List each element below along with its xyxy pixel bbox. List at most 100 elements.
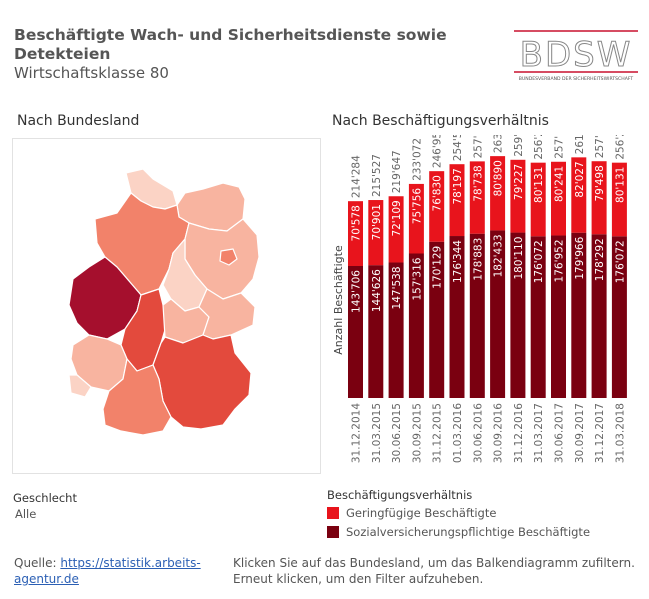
data-label-total: 257'193 (554, 135, 566, 159)
bar-geringfuegig[interactable] (348, 201, 363, 267)
x-tick-label: 31.03.2017 (533, 403, 545, 463)
data-label-total: 256'203 (614, 135, 626, 160)
x-tick-label: 30.06.2017 (554, 403, 566, 463)
bar-geringfuegig[interactable] (490, 156, 506, 231)
bar-sozialversicherungspflichtig[interactable] (591, 234, 607, 398)
y-axis-label: Anzahl Beschäftigte (332, 245, 345, 355)
legend-swatch-geringfuegig (327, 507, 339, 519)
data-label-sozialversicherungspflichtig: 176'344 (452, 240, 464, 283)
logo-tagline: BUNDESVERBAND DER SICHERHEITSWIRTSCHAFT (519, 76, 634, 82)
data-label-geringfuegig: 80'131 (533, 167, 545, 203)
legend-label: Sozialversicherungspflichtige Beschäftig… (346, 525, 591, 539)
data-label-total: 259'337 (513, 135, 525, 157)
page-title: Beschäftigte Wach- und Sicherheitsdienst… (14, 26, 447, 63)
x-tick-label: 30.06.2016 (472, 403, 484, 463)
bar-geringfuegig[interactable] (449, 164, 465, 237)
bar-geringfuegig[interactable] (510, 159, 526, 233)
data-label-sozialversicherungspflichtig: 147'538 (391, 266, 403, 309)
data-label-sozialversicherungspflichtig: 176'952 (554, 239, 566, 282)
bar-sozialversicherungspflichtig[interactable] (551, 235, 566, 398)
data-label-geringfuegig: 79'498 (594, 165, 606, 201)
bar-geringfuegig[interactable] (388, 196, 404, 263)
data-label-total: 263'323 (493, 135, 505, 153)
germany-map (12, 138, 321, 474)
data-label-total: 246'959 (432, 135, 444, 168)
data-label-sozialversicherungspflichtig: 157'316 (411, 257, 423, 300)
data-label-total: 254'541 (452, 135, 464, 161)
data-label-geringfuegig: 80'890 (493, 160, 505, 196)
source-label: Quelle: (14, 556, 57, 570)
data-label-geringfuegig: 80'241 (554, 166, 566, 202)
data-label-geringfuegig: 70'578 (351, 205, 363, 241)
x-tick-label: 31.12.2014 (351, 403, 363, 463)
x-tick-label: 30.09.2016 (493, 403, 505, 463)
bar-geringfuegig[interactable] (611, 162, 627, 237)
bar-geringfuegig[interactable] (469, 161, 485, 234)
bar-sozialversicherungspflichtig[interactable] (348, 266, 363, 398)
state-berlin[interactable] (219, 248, 238, 266)
bar-geringfuegig[interactable] (551, 161, 566, 236)
bar-sozialversicherungspflichtig[interactable] (408, 253, 424, 398)
data-label-geringfuegig: 80'131 (614, 167, 626, 203)
page-subtitle: Wirtschaftsklasse 80 (14, 64, 169, 82)
bar-sozialversicherungspflichtig[interactable] (449, 236, 465, 398)
bar-geringfuegig[interactable] (408, 183, 424, 254)
x-tick-label: 31.03.2015 (371, 403, 383, 463)
bar-geringfuegig[interactable] (429, 171, 445, 242)
gender-filter-label: Geschlecht (13, 491, 77, 505)
bar-geringfuegig[interactable] (530, 162, 546, 237)
data-label-sozialversicherungspflichtig: 144'626 (371, 269, 383, 312)
data-label-geringfuegig: 75'756 (411, 188, 423, 225)
bar-sozialversicherungspflichtig[interactable] (429, 241, 445, 398)
data-label-sozialversicherungspflichtig: 176'072 (533, 240, 545, 283)
state-baden-wuerttemberg[interactable] (102, 358, 172, 436)
legend-item-sozialversicherungspflichtig[interactable]: Sozialversicherungspflichtige Beschäftig… (327, 525, 590, 539)
legend-item-geringfuegig[interactable]: Geringfügige Beschäftigte (327, 506, 496, 520)
source-note: Quelle: https://statistik.arbeits-agentu… (14, 555, 201, 587)
source-link[interactable]: https://statistik.arbeits-agentur.de (14, 556, 201, 586)
bar-geringfuegig[interactable] (368, 200, 384, 266)
bar-sozialversicherungspflichtig[interactable] (571, 232, 587, 398)
gender-filter-value[interactable]: Alle (15, 507, 37, 521)
data-label-geringfuegig: 76'830 (432, 175, 444, 211)
legend-swatch-sozialversicherungspflichtig (327, 526, 339, 538)
data-label-total: 256'203 (533, 135, 545, 160)
x-tick-label: 30.09.2015 (411, 403, 423, 463)
bar-sozialversicherungspflichtig[interactable] (510, 232, 526, 398)
data-label-sozialversicherungspflichtig: 180'110 (513, 237, 525, 280)
data-label-geringfuegig: 79'227 (513, 164, 525, 200)
bar-sozialversicherungspflichtig[interactable] (388, 262, 404, 398)
data-label-sozialversicherungspflichtig: 182'433 (493, 234, 505, 277)
bar-sozialversicherungspflichtig[interactable] (469, 233, 485, 398)
bar-geringfuegig[interactable] (591, 161, 607, 235)
data-label-geringfuegig: 78'197 (452, 168, 464, 204)
data-label-total: 261'993 (574, 135, 586, 154)
data-label-sozialversicherungspflichtig: 176'072 (614, 240, 626, 283)
chart-section-title: Nach Beschäftigungsverhältnis (332, 113, 549, 129)
x-tick-label: 31.03.2018 (614, 403, 626, 463)
bar-sozialversicherungspflichtig[interactable] (530, 236, 546, 398)
data-label-sozialversicherungspflichtig: 178'883 (472, 238, 484, 281)
x-tick-label: 31.12.2017 (594, 403, 606, 463)
data-label-geringfuegig: 70'901 (371, 204, 383, 240)
x-tick-label: 31.12.2016 (513, 403, 525, 463)
legend-label: Geringfügige Beschäftigte (346, 506, 497, 520)
data-label-total: 215'527 (371, 154, 383, 197)
bar-sozialversicherungspflichtig[interactable] (368, 265, 384, 398)
data-label-total: 214'284 (351, 155, 363, 198)
bar-chart: Anzahl Beschäftigte 143'706 70'578 214'284… (332, 135, 627, 463)
data-label-geringfuegig: 78'738 (472, 165, 484, 201)
data-label-total: 233'072 (411, 138, 423, 181)
state-saarland[interactable] (68, 374, 92, 398)
x-tick-label: 31.12.2015 (432, 403, 444, 463)
data-label-sozialversicherungspflichtig: 143'706 (351, 270, 363, 313)
bar-sozialversicherungspflichtig[interactable] (490, 230, 506, 398)
data-label-sozialversicherungspflichtig: 179'966 (574, 236, 586, 279)
state-sachsen[interactable] (198, 288, 256, 340)
bar-sozialversicherungspflichtig[interactable] (611, 236, 627, 398)
data-label-sozialversicherungspflichtig: 178'292 (594, 238, 606, 281)
legend-title: Beschäftigungsverhältnis (327, 488, 473, 502)
data-label-total: 257'621 (472, 135, 484, 158)
bdsw-logo: BDSW BUNDESVERBAND DER SICHERHEITSWIRTSC… (514, 30, 638, 82)
bar-geringfuegig[interactable] (571, 157, 587, 233)
